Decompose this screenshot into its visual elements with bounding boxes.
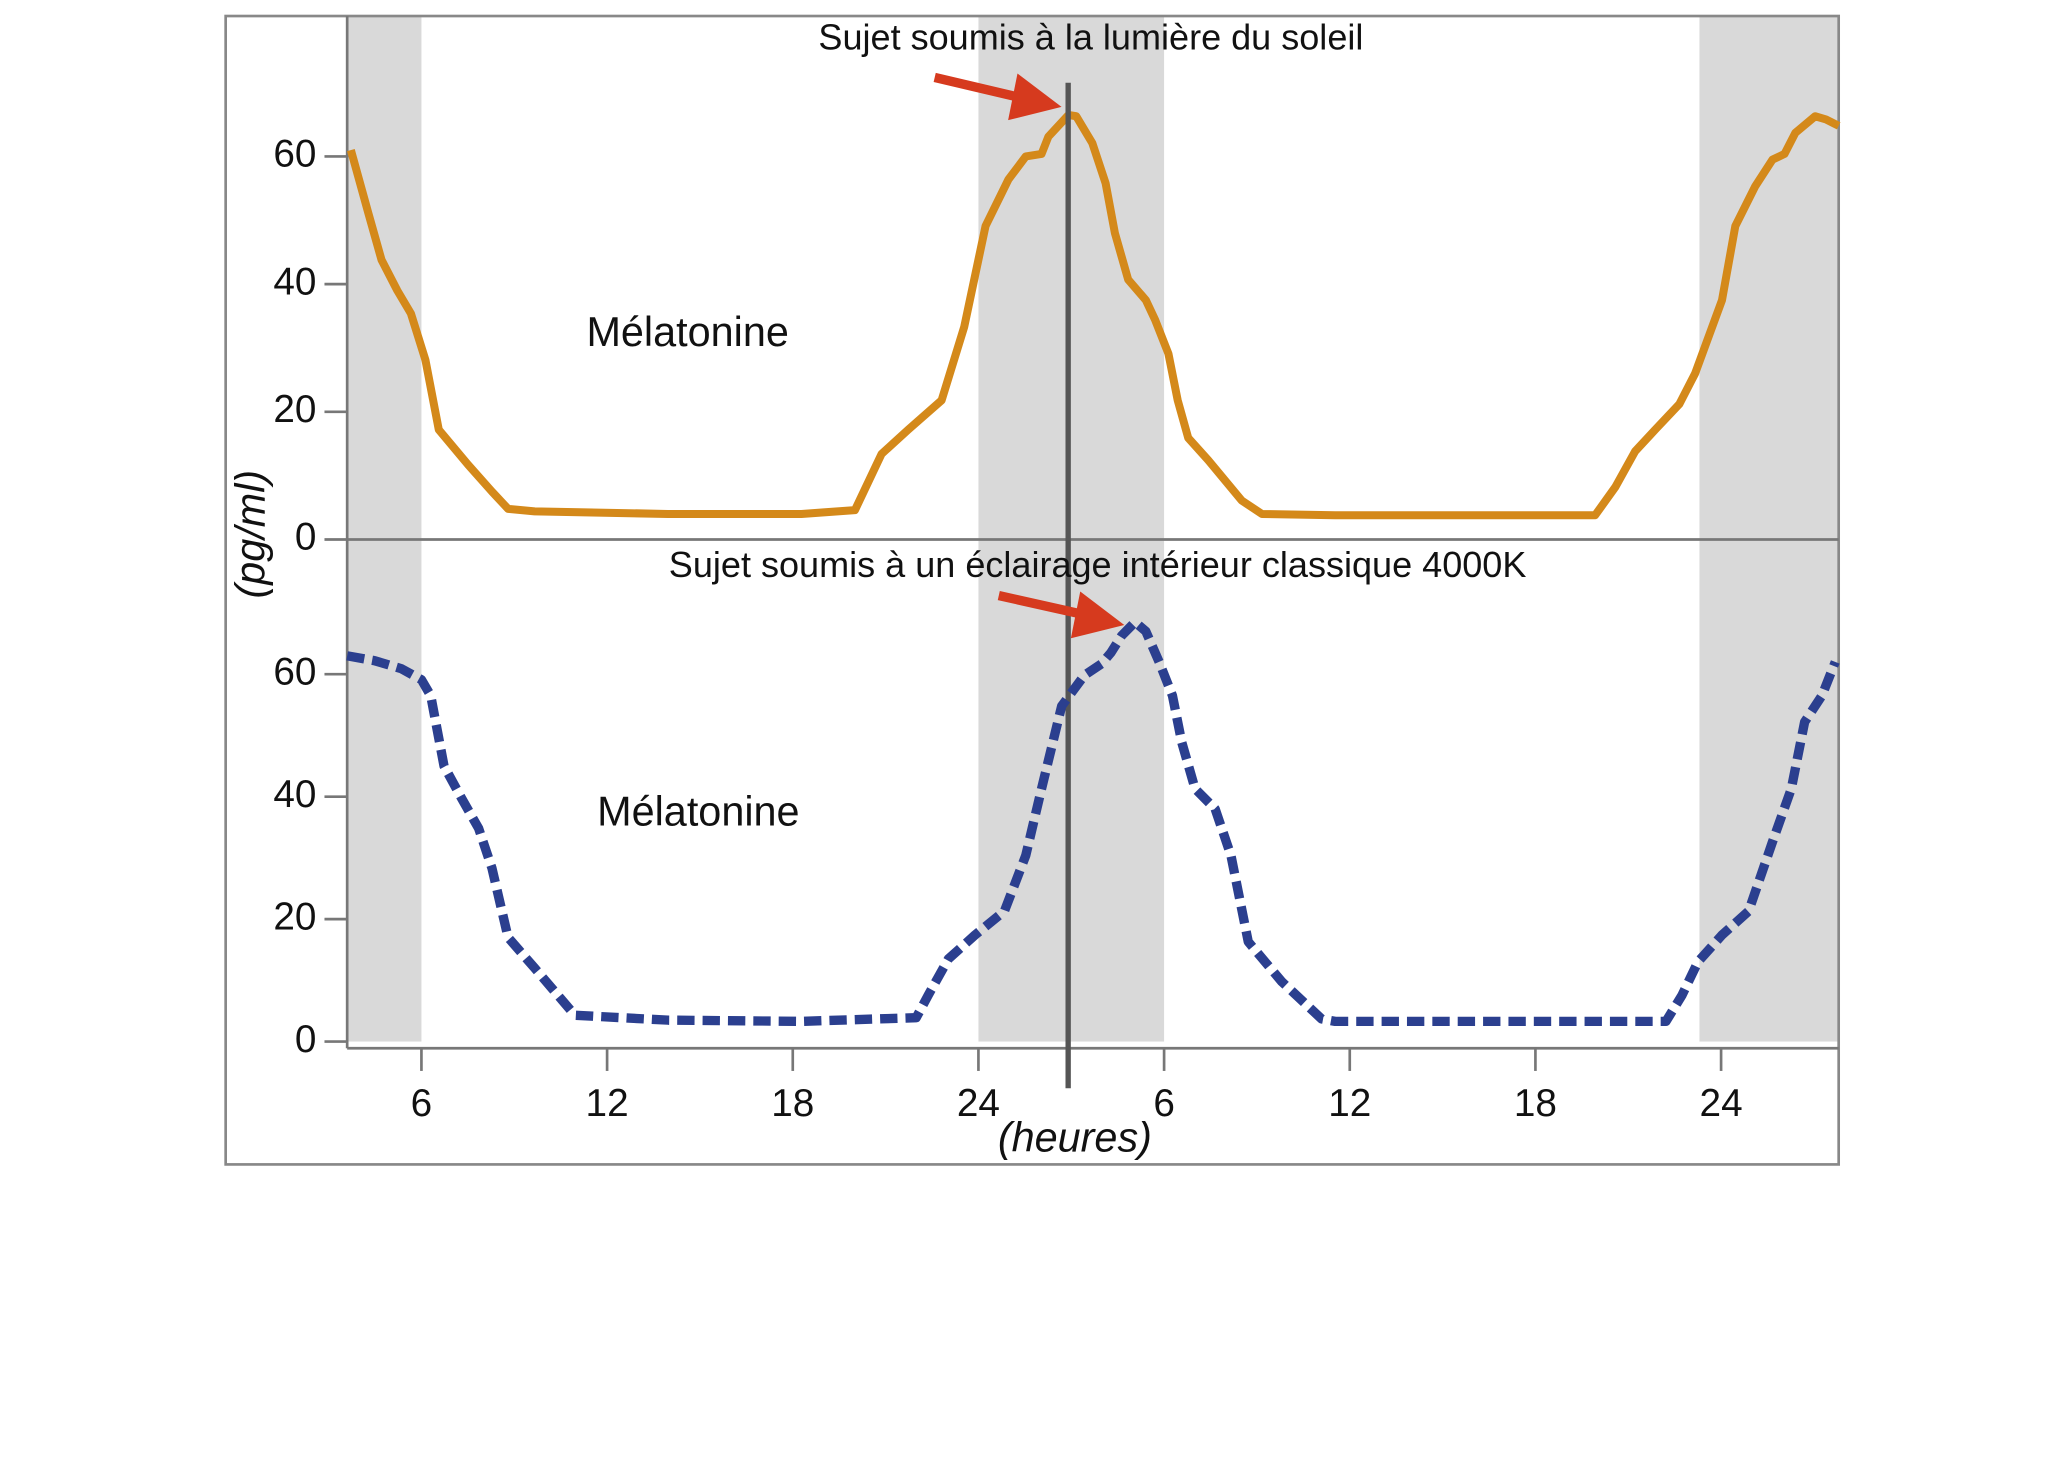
- series-line: [347, 110, 1841, 520]
- x-tick-label: 24: [1700, 1082, 1743, 1125]
- night-band: [978, 16, 1165, 540]
- y-tick-label: 20: [273, 388, 316, 431]
- panel-title: Sujet soumis à un éclairage intérieur cl…: [669, 544, 1527, 585]
- series-label: Mélatonine: [597, 788, 799, 834]
- panel-title: Sujet soumis à la lumière du soleil: [818, 17, 1363, 58]
- night-band: [978, 539, 1165, 1042]
- y-tick-label: 60: [273, 133, 316, 176]
- y-axis-label: (pg/ml): [228, 470, 274, 599]
- x-tick-label: 24: [957, 1082, 1000, 1125]
- night-band: [347, 539, 422, 1042]
- arrow: [997, 591, 1125, 639]
- x-tick-label: 6: [1153, 1082, 1175, 1125]
- x-tick-label: 6: [411, 1082, 433, 1125]
- frame: [224, 14, 1841, 1166]
- arrow: [933, 72, 1062, 121]
- series-label: Mélatonine: [586, 309, 788, 355]
- series-line: [346, 617, 1840, 1027]
- y-tick-label: 60: [273, 650, 316, 693]
- night-band: [1699, 539, 1839, 1042]
- y-tick-label: 40: [273, 260, 316, 303]
- x-axis-label: (heures): [998, 1114, 1152, 1160]
- y-tick-label: 40: [273, 773, 316, 816]
- x-tick-label: 12: [1328, 1082, 1371, 1125]
- y-tick-label: 0: [295, 1018, 317, 1061]
- x-tick-label: 12: [586, 1082, 629, 1125]
- night-band: [347, 16, 422, 540]
- y-tick-label: 0: [295, 516, 317, 559]
- y-tick-label: 20: [273, 895, 316, 938]
- night-band: [1699, 16, 1839, 540]
- x-tick-label: 18: [771, 1082, 814, 1125]
- x-tick-label: 18: [1514, 1082, 1557, 1125]
